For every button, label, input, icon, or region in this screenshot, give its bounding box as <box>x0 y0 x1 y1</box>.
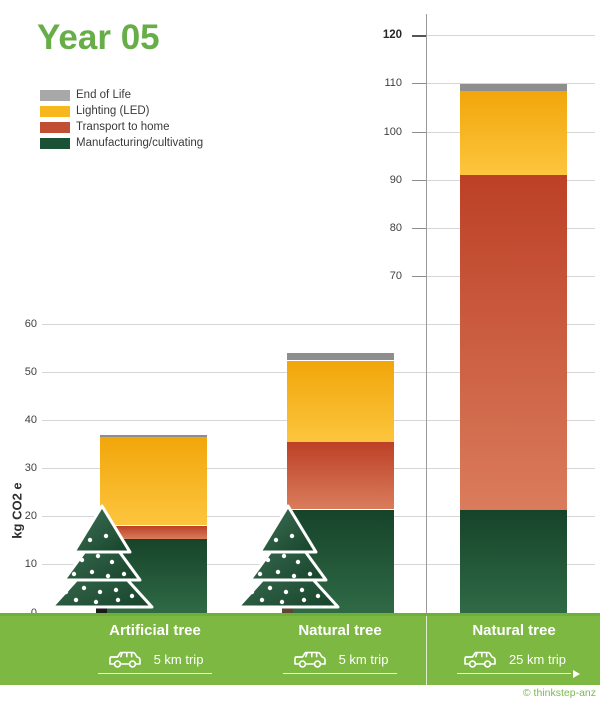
trip-underline <box>457 669 580 678</box>
axis-tick <box>412 227 426 229</box>
legend-swatch <box>40 121 70 133</box>
christmas-tree-artificial-illustration <box>50 504 154 613</box>
legend-item: Lighting (LED) <box>40 103 203 119</box>
y-axis-tick-left: 60 <box>24 317 37 330</box>
car-icon <box>293 651 326 668</box>
bar-segment-transport-to-home <box>460 175 567 510</box>
trip-underline <box>283 673 397 674</box>
y-axis-tick-left: 10 <box>24 558 37 571</box>
y-axis-tick-right: 120 <box>382 29 402 42</box>
axis-tick <box>412 35 426 38</box>
y-axis-tick-left: 40 <box>24 414 37 427</box>
bar-segment-manufacturing-cultivating <box>460 509 567 613</box>
trip-label: 5 km trip <box>153 651 204 667</box>
axis-tick <box>412 275 426 277</box>
legend-swatch <box>40 89 70 101</box>
y-axis-tick-left: 50 <box>24 366 37 378</box>
bar-segment-transport-to-home <box>100 525 207 539</box>
trip-underline <box>98 673 212 674</box>
y-axis-tick-left: 20 <box>24 510 37 523</box>
gridline <box>412 35 595 37</box>
axis-tick <box>412 179 426 181</box>
y-axis-line <box>426 14 427 613</box>
category-band: Artificial tree 5 km trip Natural tree <box>0 613 600 688</box>
legend-swatch <box>40 137 70 149</box>
bar-segment-lighting-led- <box>460 91 567 176</box>
legend-label: Lighting (LED) <box>76 105 150 117</box>
legend-label: Transport to home <box>76 121 170 133</box>
y-axis-tick-right: 110 <box>384 77 402 90</box>
bar-segment-transport-to-home <box>287 442 394 510</box>
car-icon <box>108 651 141 668</box>
category-label: Natural tree <box>472 622 556 639</box>
band-separator <box>426 616 427 688</box>
category-label: Artificial tree <box>109 622 201 639</box>
category-natural-tree-5km: Natural tree 5 km trip <box>245 616 435 688</box>
page-title: Year 05 <box>37 18 160 57</box>
bar-segment-lighting-led- <box>100 437 207 526</box>
y-axis-tick-left: 0 <box>0 607 37 619</box>
category-artificial-tree: Artificial tree 5 km trip <box>60 616 250 688</box>
legend-item: Transport to home <box>40 119 203 135</box>
legend: End of Life Lighting (LED) Transport to ho… <box>40 87 203 151</box>
gridline <box>42 323 595 325</box>
category-label: Natural tree <box>298 622 382 639</box>
trip-label: 25 km trip <box>508 651 567 667</box>
legend-label: End of Life <box>76 89 131 101</box>
trip-label: 5 km trip <box>338 651 389 667</box>
axis-tick <box>412 131 426 133</box>
y-axis-tick-right: 70 <box>389 269 402 282</box>
category-natural-tree-25km: Natural tree 25 km trip <box>430 616 598 688</box>
bar-segment-end-of-life <box>287 353 394 361</box>
legend-label: Manufacturing/cultivating <box>76 137 204 149</box>
bar-segment-lighting-led- <box>287 360 394 443</box>
car-icon <box>464 651 496 668</box>
copyright-credit: © thinkstep-anz <box>522 687 596 699</box>
bar-segment-end-of-life <box>100 435 207 438</box>
y-axis-tick-right: 80 <box>389 221 402 234</box>
legend-swatch <box>40 105 70 117</box>
y-axis-tick-left: 30 <box>24 462 37 475</box>
legend-item: End of Life <box>40 87 203 103</box>
legend-item: Manufacturing/cultivating <box>40 135 203 151</box>
axis-tick <box>412 83 426 85</box>
y-axis-tick-right: 100 <box>383 125 402 138</box>
y-axis-tick-right: 90 <box>389 173 402 186</box>
bar-segment-end-of-life <box>460 83 567 92</box>
arrow-right-icon <box>573 669 580 678</box>
christmas-tree-natural-illustration <box>236 504 340 613</box>
